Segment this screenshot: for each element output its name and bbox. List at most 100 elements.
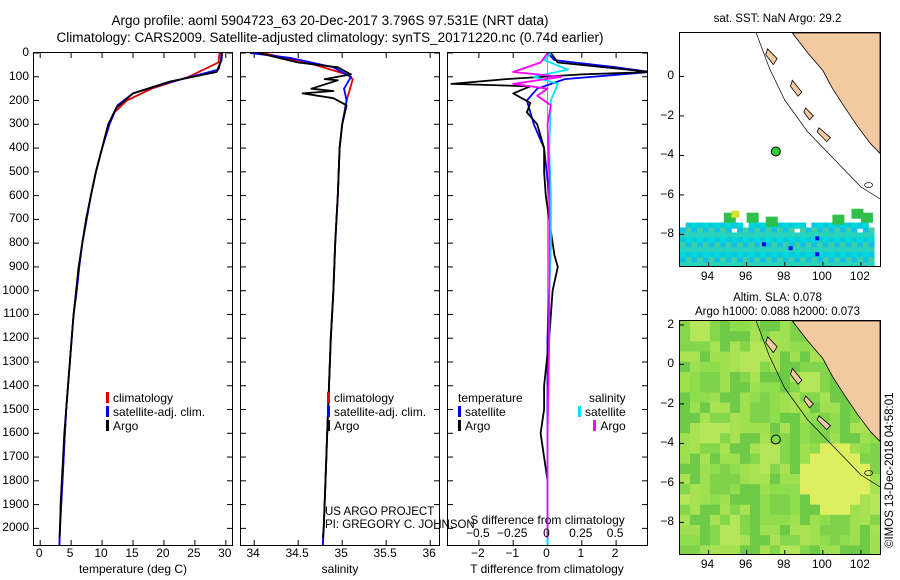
sla-cell (770, 423, 781, 434)
sst-cell (742, 242, 749, 249)
sla-cell (810, 402, 821, 414)
sla-cell (760, 382, 771, 393)
sst-cell (834, 247, 841, 254)
sla-cell (800, 412, 811, 424)
sla-cell (860, 525, 871, 536)
sla-cell (830, 484, 841, 495)
legend-swatch (458, 406, 461, 417)
sst-cell (840, 227, 846, 234)
sst-cell (788, 252, 795, 259)
sst-cell (760, 257, 766, 264)
sla-cell (830, 504, 841, 516)
sla-cell (720, 504, 731, 516)
sla-cell (870, 484, 880, 495)
sst-cell (691, 242, 698, 249)
sst-cell (794, 257, 801, 264)
sla-cell (750, 535, 761, 546)
map-x-tick-label: 94 (700, 269, 715, 283)
map-y-tick-label: 2 (667, 316, 674, 331)
sla-cell (770, 382, 781, 393)
sst-cell (708, 237, 715, 244)
depth-tick-label: 1500 (2, 401, 29, 416)
sla-cell (810, 433, 821, 444)
sla-cell (840, 504, 851, 516)
sst-cell (800, 222, 806, 229)
sla-cell (760, 402, 771, 414)
sla-cell (780, 382, 791, 393)
sst-cell (748, 252, 755, 259)
sla-cell (780, 433, 791, 444)
sla-cell (710, 361, 721, 373)
sla-cell (860, 463, 871, 475)
sla-cell (790, 392, 801, 404)
sst-cell (746, 212, 759, 223)
sst-cell (817, 252, 824, 259)
sst-cell (771, 252, 778, 259)
island (765, 48, 778, 66)
argo-float-marker (770, 434, 781, 445)
sla-cell (810, 351, 821, 363)
sst-cell (828, 232, 835, 239)
sst-cell (731, 262, 738, 266)
sst-cell (805, 247, 812, 254)
sla-cell (760, 331, 771, 342)
sst-cell (800, 237, 806, 244)
depth-tick-label: 1900 (2, 496, 29, 511)
sst-cell (748, 262, 755, 266)
sla-cell (860, 494, 871, 506)
sla-cell (810, 453, 821, 465)
sla-cell (750, 341, 761, 353)
sla-cell (800, 484, 811, 495)
sst-cell (731, 247, 738, 254)
legend-item: Argo (106, 419, 205, 433)
sla-cell (690, 443, 701, 455)
sst-cell (737, 232, 744, 239)
sst-cell (702, 257, 709, 264)
sla-cell (750, 494, 761, 506)
sla-cell (830, 545, 841, 554)
map-x-tick-label: 96 (738, 269, 753, 283)
sla-cell (850, 504, 861, 516)
x-tick-label: 34 (246, 546, 260, 560)
legend-label: satellite-adj. clim. (113, 405, 206, 419)
sla-cell (760, 372, 771, 383)
salinity-plot (240, 52, 440, 546)
sla-cell (740, 361, 751, 373)
sst-cell (817, 227, 824, 234)
sst-cell (868, 257, 875, 264)
sst-cell (725, 247, 732, 254)
sst-cell (771, 237, 778, 244)
map-x-tick-label: 98 (777, 269, 791, 283)
sla-cell (730, 402, 741, 414)
sla-cell (730, 392, 741, 404)
sla-cell (840, 514, 851, 526)
sst-cell (731, 232, 738, 239)
sla-cell (770, 402, 781, 414)
sst-cell (685, 227, 692, 234)
sla-cell (760, 463, 771, 475)
sst-cell (817, 232, 824, 239)
sla-cell (840, 423, 851, 434)
sst-cell (860, 212, 873, 223)
sla-cell (750, 351, 761, 363)
sla-cell (850, 453, 861, 465)
sst-cell (851, 242, 858, 249)
sst-cell (794, 222, 801, 229)
sla-cell (840, 545, 851, 554)
sla-cell (680, 392, 691, 404)
legend-item: satellite-adj. clim. (106, 405, 205, 419)
sst-cell (788, 242, 795, 249)
sst-cell (845, 232, 852, 239)
island (803, 395, 814, 409)
sla-cell (790, 341, 801, 353)
sla-cell (790, 351, 801, 363)
sla-cell (770, 351, 781, 363)
sst-cell (777, 227, 784, 234)
sst-cell (697, 252, 704, 259)
sla-cell (720, 514, 731, 526)
map-x-tick-label: 98 (777, 557, 791, 571)
sst-cell (800, 247, 806, 254)
sla-cell (710, 321, 721, 332)
sla-cell (730, 514, 741, 526)
sla-cell (830, 433, 841, 444)
